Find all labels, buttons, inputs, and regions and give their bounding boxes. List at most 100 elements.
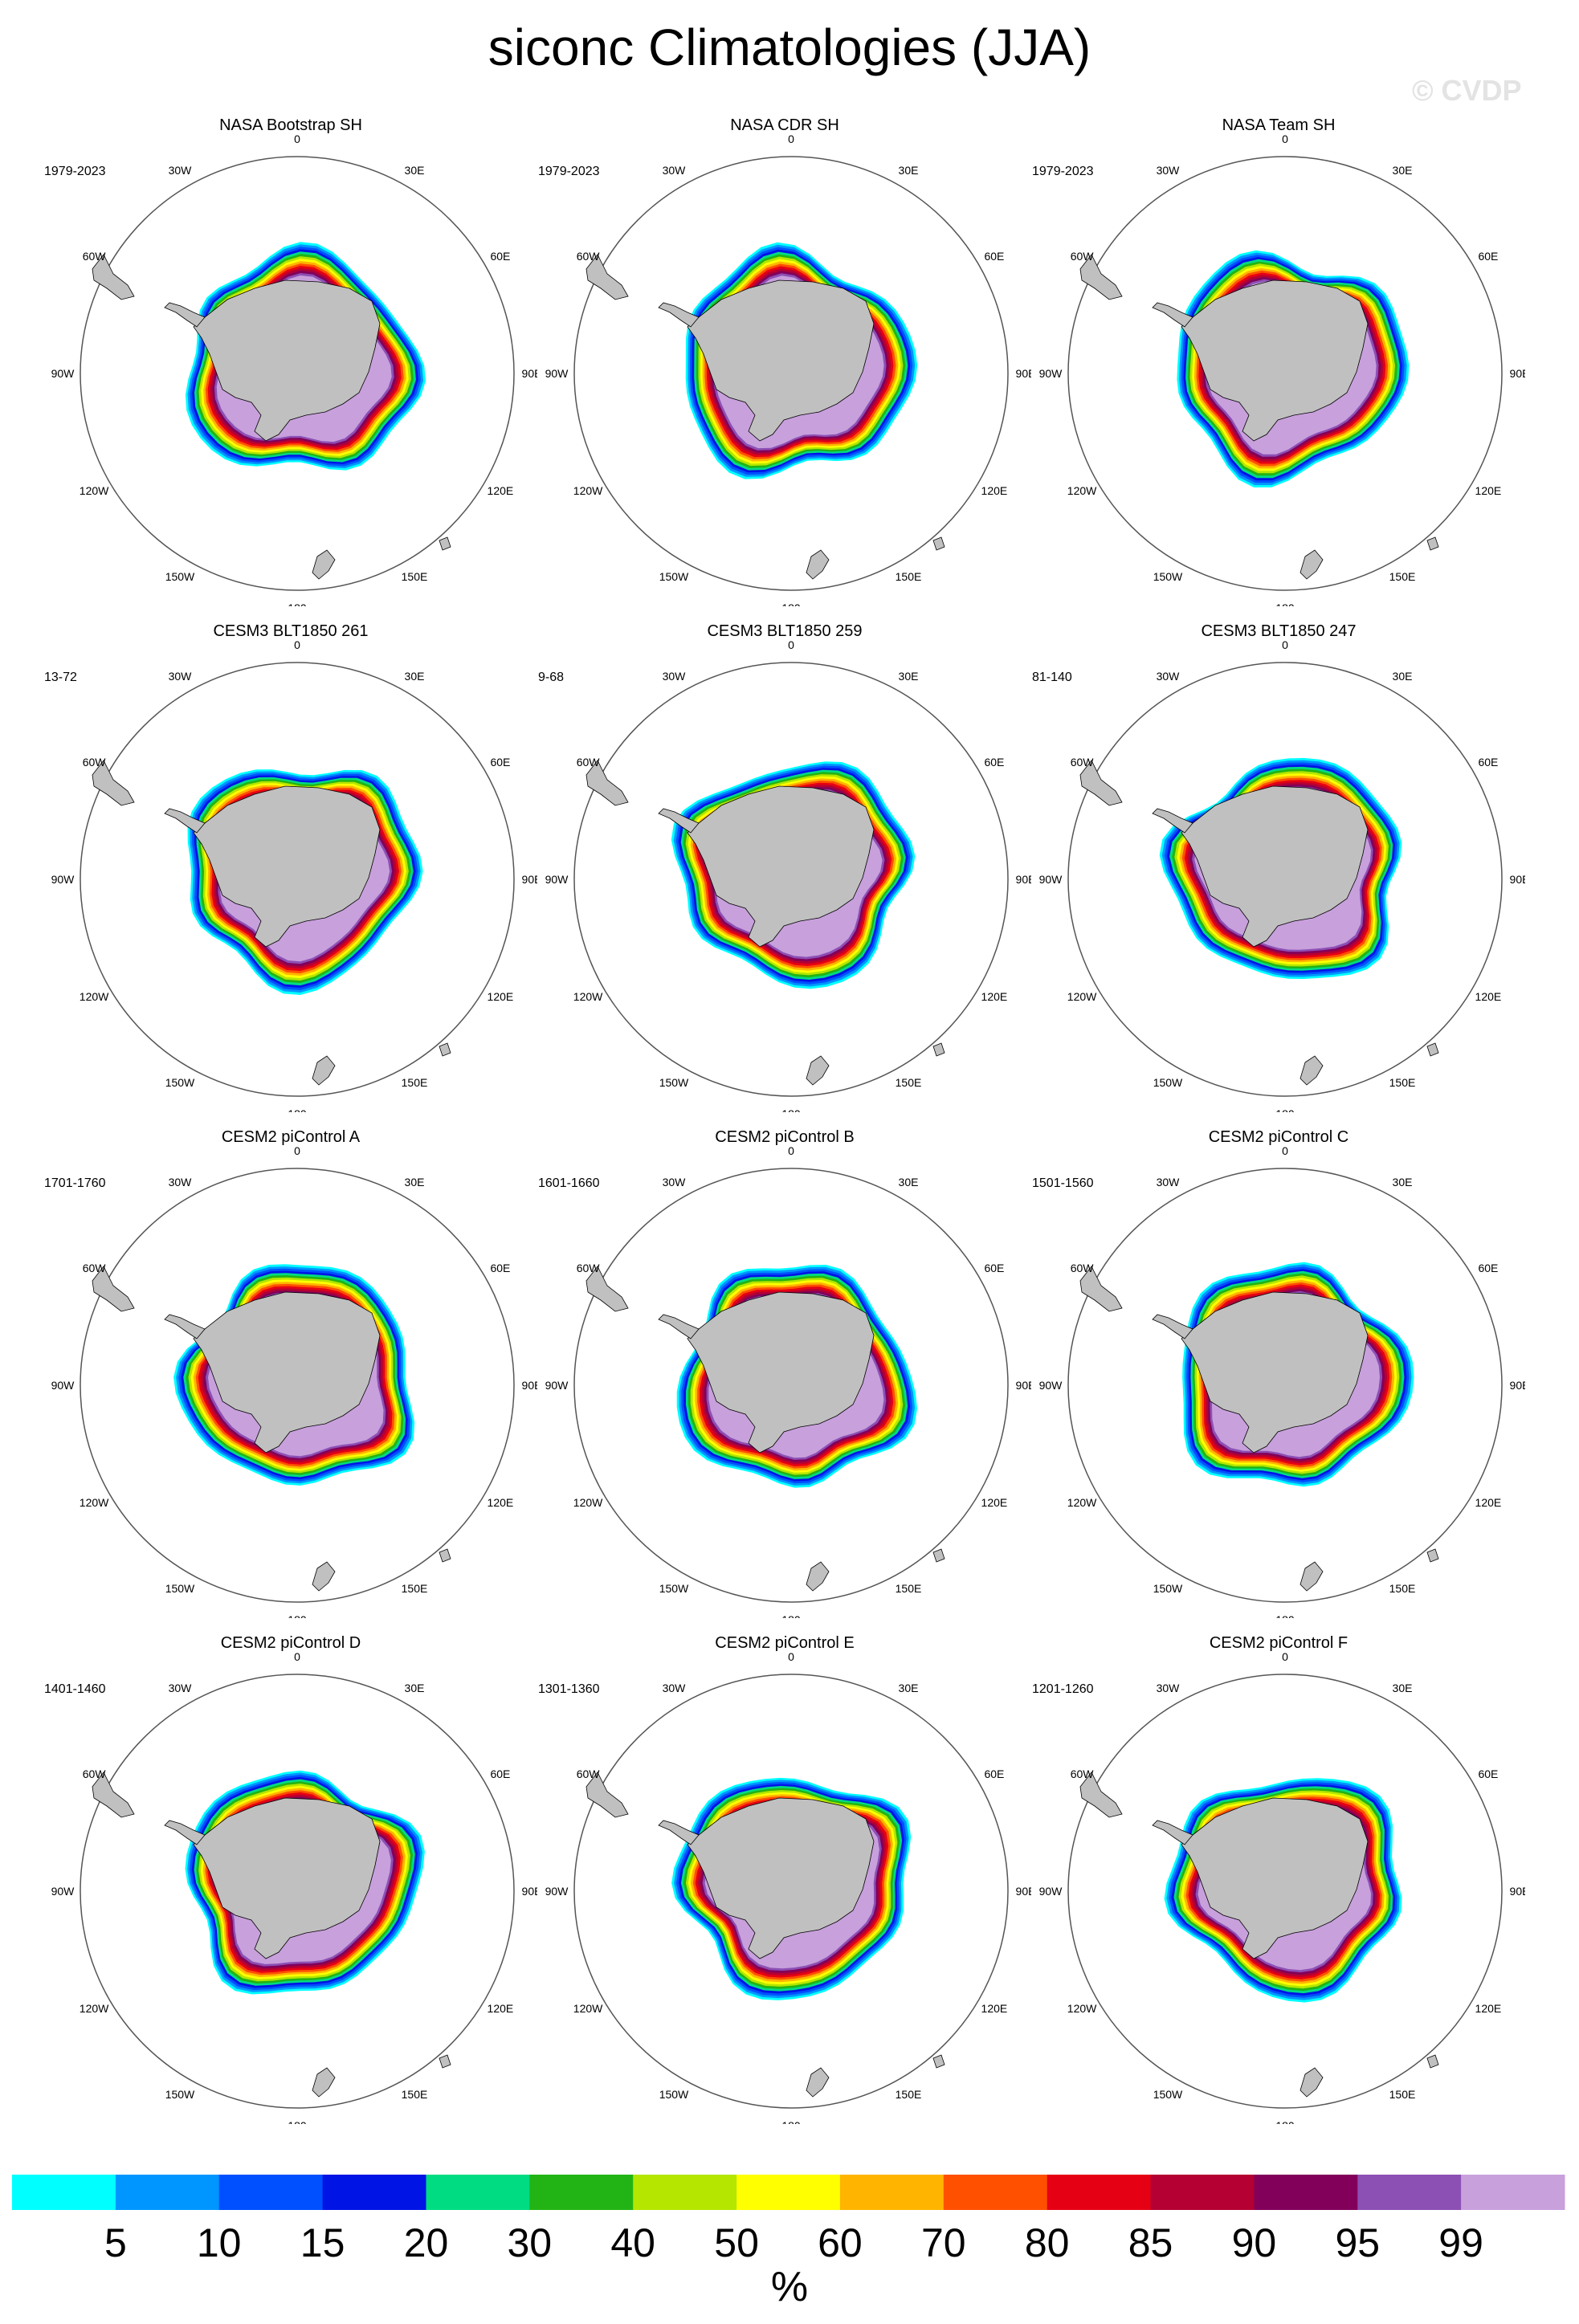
longitude-label: 0 — [788, 1650, 794, 1663]
panel-title: CESM3 BLT1850 259 — [707, 622, 863, 640]
longitude-label: 120W — [1067, 2002, 1097, 2015]
longitude-label: 60E — [490, 1262, 510, 1274]
tasmania-landmass — [932, 536, 945, 551]
longitude-label: 120W — [80, 2002, 109, 2015]
longitude-label: 150E — [896, 2088, 922, 2101]
longitude-label: 120E — [981, 2002, 1008, 2015]
longitude-label: 150E — [402, 1582, 428, 1595]
panel-years: 1501-1560 — [1032, 1176, 1094, 1190]
longitude-label: 180 — [1275, 2119, 1295, 2124]
map-panel: 0 30E 60E 90E 120E 150E 180 150W 120W 90W 60W 30W CE… — [44, 622, 537, 1112]
colorbar-swatch — [115, 2175, 220, 2210]
longitude-label: 150W — [659, 1582, 689, 1595]
antarctica-landmass — [1181, 1291, 1369, 1454]
colorbar-level-label: 85 — [1128, 2220, 1173, 2265]
longitude-label: 30W — [1157, 670, 1181, 683]
antarctica-landmass — [193, 279, 381, 442]
antarctic-peninsula — [1152, 808, 1193, 834]
longitude-label: 30E — [899, 1682, 919, 1694]
panel-years: 1979-2023 — [44, 165, 106, 178]
antarctic-peninsula — [164, 1820, 206, 1845]
polar-map: 0 30E 60E 90E 120E 150E 180 150W 120W 90W 60W 30W — [545, 1144, 1031, 1618]
polar-map: 0 30E 60E 90E 120E 150E 180 150W 120W 90W 60W 30W — [1039, 133, 1525, 606]
longitude-label: 30E — [899, 1176, 919, 1189]
map-panel: 0 30E 60E 90E 120E 150E 180 150W 120W 90W 60W 30W CE… — [538, 1634, 1031, 2124]
new-zealand-landmass — [806, 2067, 830, 2098]
tasmania-landmass — [932, 1548, 945, 1563]
colorbar-level-label: 30 — [507, 2220, 552, 2265]
longitude-label: 150E — [896, 1076, 922, 1089]
map-panel: 0 30E 60E 90E 120E 150E 180 150W 120W 90W 60W 30W CE… — [538, 1128, 1031, 1618]
longitude-label: 150W — [1153, 2088, 1183, 2101]
panel-title: CESM2 piControl B — [715, 1128, 855, 1146]
longitude-label: 150E — [1389, 1076, 1416, 1089]
polar-map: 0 30E 60E 90E 120E 150E 180 150W 120W 90W 60W 30W — [51, 1650, 537, 2124]
new-zealand-landmass — [1300, 1055, 1324, 1086]
panel-years: 1979-2023 — [1032, 165, 1094, 178]
longitude-label: 60W — [1071, 756, 1095, 769]
longitude-label: 60W — [577, 1262, 601, 1274]
longitude-label: 0 — [1282, 638, 1288, 651]
south-america-landmass — [92, 254, 135, 300]
tasmania-landmass — [1426, 1042, 1439, 1057]
longitude-label: 150E — [402, 2088, 428, 2101]
antarctica-landmass — [193, 1291, 381, 1454]
panel-title: CESM3 BLT1850 247 — [1201, 622, 1357, 640]
longitude-label: 90W — [51, 873, 75, 886]
tasmania-landmass — [1426, 536, 1439, 551]
longitude-label: 150W — [659, 1076, 689, 1089]
longitude-label: 120E — [1475, 990, 1502, 1003]
longitude-label: 90W — [1039, 1885, 1063, 1898]
longitude-label: 60W — [1071, 1767, 1095, 1780]
south-america-landmass — [585, 1266, 629, 1312]
colorbar-swatch — [529, 2175, 634, 2210]
longitude-label: 60E — [984, 1262, 1004, 1274]
longitude-label: 0 — [1282, 1650, 1288, 1663]
longitude-label: 0 — [294, 133, 300, 145]
longitude-label: 30E — [405, 1176, 425, 1189]
longitude-label: 180 — [781, 1107, 801, 1112]
longitude-label: 180 — [288, 2119, 307, 2124]
antarctic-peninsula — [1152, 1314, 1193, 1339]
panel-years: 1701-1760 — [44, 1176, 106, 1190]
antarctic-peninsula — [658, 1820, 700, 1845]
map-panel: 0 30E 60E 90E 120E 150E 180 150W 120W 90W 60W 30W CE… — [44, 1634, 537, 2124]
antarctica-landmass — [687, 785, 875, 948]
longitude-label: 120E — [1475, 1496, 1502, 1509]
longitude-label: 90E — [1510, 873, 1525, 886]
longitude-label: 60E — [984, 756, 1004, 769]
longitude-label: 150W — [165, 2088, 195, 2101]
colorbar-swatch — [736, 2175, 841, 2210]
polar-map: 0 30E 60E 90E 120E 150E 180 150W 120W 90W 60W 30W — [51, 133, 537, 606]
longitude-label: 0 — [294, 1650, 300, 1663]
map-panel: 0 30E 60E 90E 120E 150E 180 150W 120W 90W 60W 30W CE… — [538, 622, 1031, 1112]
map-panel: 0 30E 60E 90E 120E 150E 180 150W 120W 90W 60W 30W CE… — [1032, 1128, 1525, 1618]
longitude-label: 90E — [1016, 1379, 1031, 1392]
panel-years: 1601-1660 — [538, 1176, 600, 1190]
longitude-label: 60W — [83, 1767, 107, 1780]
colorbar-swatch — [322, 2175, 426, 2210]
longitude-label: 60E — [1478, 1262, 1498, 1274]
longitude-label: 0 — [294, 638, 300, 651]
longitude-label: 90E — [522, 873, 537, 886]
longitude-label: 90W — [51, 1379, 75, 1392]
longitude-label: 150W — [165, 1076, 195, 1089]
south-america-landmass — [1079, 760, 1123, 806]
longitude-label: 60W — [1071, 250, 1095, 263]
longitude-label: 30W — [169, 164, 193, 177]
longitude-label: 120W — [573, 2002, 603, 2015]
tasmania-landmass — [932, 2054, 945, 2069]
antarctica-landmass — [193, 785, 381, 948]
longitude-label: 180 — [781, 2119, 801, 2124]
panel-title: CESM3 BLT1850 261 — [213, 622, 369, 640]
longitude-label: 120W — [1067, 484, 1097, 497]
longitude-label: 30E — [1393, 1682, 1413, 1694]
longitude-label: 120W — [1067, 1496, 1097, 1509]
longitude-label: 60W — [577, 250, 601, 263]
antarctica-landmass — [193, 1797, 381, 1959]
south-america-landmass — [1079, 254, 1123, 300]
colorbar-swatch — [633, 2175, 737, 2210]
longitude-label: 120E — [488, 1496, 514, 1509]
longitude-label: 30E — [405, 670, 425, 683]
longitude-label: 60E — [1478, 1767, 1498, 1780]
